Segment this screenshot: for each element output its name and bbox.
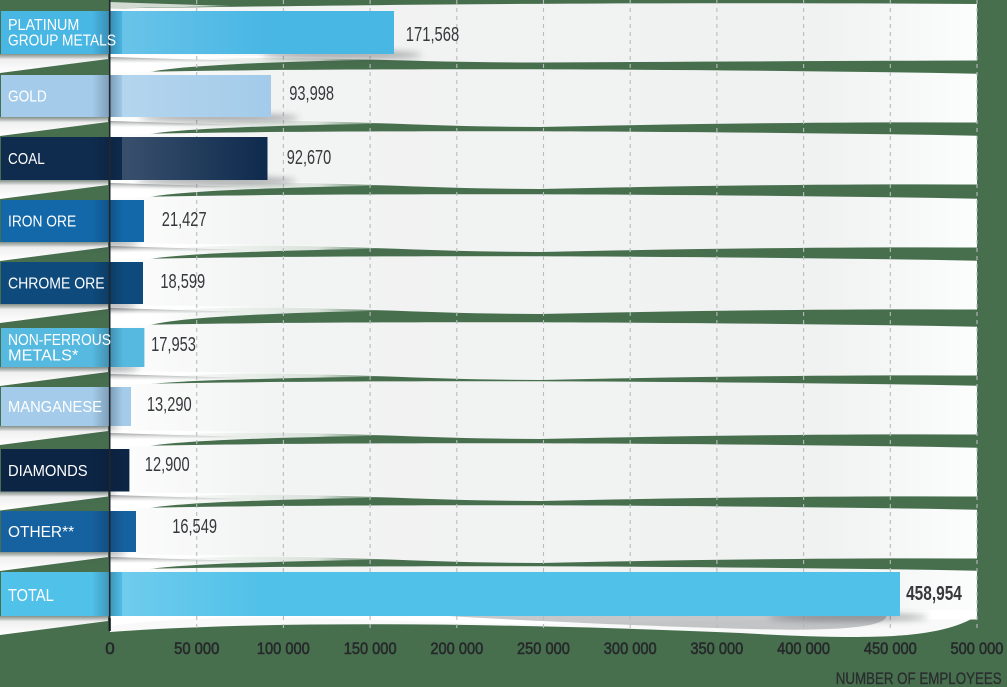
svg-text:NON-FERROUS: NON-FERROUS [8,332,111,349]
svg-text:171,568: 171,568 [406,24,459,46]
svg-text:CHROME ORE: CHROME ORE [8,276,105,293]
svg-text:92,670: 92,670 [287,147,331,169]
svg-text:350 000: 350 000 [690,639,743,658]
svg-text:16,549: 16,549 [172,516,217,538]
svg-text:13,290: 13,290 [147,394,192,416]
svg-text:0: 0 [105,639,114,658]
svg-text:IRON ORE: IRON ORE [8,214,76,231]
svg-text:MANGANESE: MANGANESE [8,399,102,416]
svg-text:450 000: 450 000 [864,639,917,658]
svg-text:50 000: 50 000 [174,639,219,658]
svg-text:PLATINUM: PLATINUM [8,17,79,34]
svg-text:100 000: 100 000 [257,639,310,658]
svg-text:18,599: 18,599 [160,271,205,293]
svg-text:93,998: 93,998 [289,83,334,105]
svg-text:500 000: 500 000 [951,639,1004,658]
svg-text:150 000: 150 000 [344,639,397,658]
svg-text:DIAMONDS: DIAMONDS [8,463,88,480]
svg-text:17,953: 17,953 [151,334,196,356]
svg-text:250 000: 250 000 [517,639,570,658]
svg-text:GOLD: GOLD [8,89,47,106]
svg-text:GROUP METALS: GROUP METALS [8,32,116,49]
svg-text:21,427: 21,427 [162,209,207,231]
svg-text:400 000: 400 000 [777,639,830,658]
svg-text:300 000: 300 000 [604,639,657,658]
svg-text:METALS*: METALS* [8,347,78,364]
svg-text:12,900: 12,900 [145,454,190,476]
svg-text:TOTAL: TOTAL [8,585,54,605]
svg-text:200 000: 200 000 [430,639,483,658]
svg-text:458,954: 458,954 [906,583,962,605]
svg-text:OTHER**: OTHER** [8,524,74,541]
svg-text:COAL: COAL [8,151,45,168]
svg-text:NUMBER OF EMPLOYEES: NUMBER OF EMPLOYEES [836,669,1002,687]
